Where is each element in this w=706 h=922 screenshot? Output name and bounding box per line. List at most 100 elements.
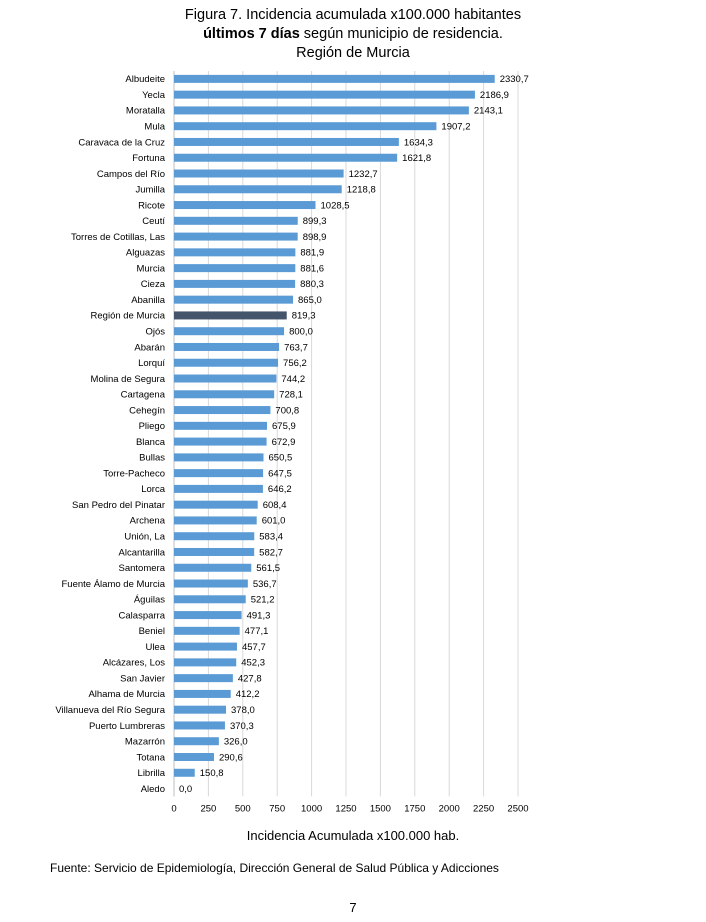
category-label: Ulea <box>145 642 165 653</box>
bar <box>174 122 437 131</box>
data-label: 2143,1 <box>474 106 503 117</box>
data-label: 1634,3 <box>404 137 433 148</box>
x-tick-label: 1750 <box>404 803 425 814</box>
category-label: Lorquí <box>138 358 165 369</box>
category-label: Aledo <box>141 784 165 795</box>
bar <box>174 532 255 541</box>
category-label: Archena <box>130 516 166 527</box>
data-label: 1218,8 <box>347 185 376 196</box>
category-label: Puerto Lumbreras <box>89 721 165 732</box>
chart-title-line2: últimos 7 días según municipio de reside… <box>0 25 706 44</box>
data-label: 646,2 <box>268 484 292 495</box>
category-label: Mula <box>144 121 165 132</box>
bar <box>174 611 242 620</box>
data-label: 412,2 <box>236 689 260 700</box>
data-label: 819,3 <box>292 311 316 322</box>
data-label: 370,3 <box>230 721 254 732</box>
bar <box>174 311 287 320</box>
category-label: Fuente Álamo de Murcia <box>62 579 166 590</box>
bar <box>174 390 275 399</box>
data-label: 608,4 <box>263 500 287 511</box>
x-tick-label: 0 <box>171 803 176 814</box>
category-label: Librilla <box>138 768 166 779</box>
bar <box>174 674 233 683</box>
category-label: San Pedro del Pinatar <box>72 500 165 511</box>
data-label: 2186,9 <box>480 90 509 101</box>
bar <box>174 327 285 336</box>
category-label: Molina de Segura <box>91 374 166 385</box>
bar <box>174 579 248 588</box>
bar <box>174 752 214 761</box>
bar <box>174 721 225 730</box>
x-tick-label: 2500 <box>507 803 528 814</box>
data-label: 326,0 <box>224 737 248 748</box>
category-label: Ricote <box>138 200 165 211</box>
bar <box>174 153 398 162</box>
data-label: 672,9 <box>272 437 296 448</box>
data-label: 477,1 <box>245 626 269 637</box>
category-label: Fortuna <box>132 153 165 164</box>
category-label: Alguazas <box>126 248 165 259</box>
category-label: Región de Murcia <box>91 311 166 322</box>
data-label: 561,5 <box>256 563 280 574</box>
category-label: Mazarrón <box>125 737 165 748</box>
bar <box>174 216 298 225</box>
bar <box>174 279 296 288</box>
data-label: 457,7 <box>242 642 266 653</box>
x-tick-label: 500 <box>235 803 251 814</box>
category-label: Ceutí <box>142 216 165 227</box>
category-label: Blanca <box>136 437 166 448</box>
bar <box>174 563 252 572</box>
bar <box>174 342 280 351</box>
data-label: 378,0 <box>231 705 255 716</box>
data-label: 763,7 <box>284 342 308 353</box>
bar <box>174 374 277 383</box>
data-label: 1028,5 <box>321 200 350 211</box>
data-label: 898,9 <box>303 232 327 243</box>
data-label: 2330,7 <box>500 74 529 85</box>
chart-title-bold-part: últimos 7 días <box>203 26 300 42</box>
bar <box>174 232 298 241</box>
page-number: 7 <box>349 900 357 915</box>
bar <box>174 90 475 99</box>
category-label: Lorca <box>141 484 165 495</box>
bar <box>174 453 264 462</box>
data-label: 150,8 <box>200 768 224 779</box>
x-tick-label: 2250 <box>473 803 494 814</box>
data-label: 800,0 <box>289 327 313 338</box>
category-label: Pliego <box>139 421 165 432</box>
bar <box>174 421 268 430</box>
bar <box>174 595 246 604</box>
bar <box>174 106 469 115</box>
category-label: Cartagena <box>121 390 166 401</box>
category-label: Alhama de Murcia <box>88 689 165 700</box>
category-label: Cieza <box>141 279 166 290</box>
data-label: 536,7 <box>253 579 277 590</box>
bar <box>174 516 257 525</box>
category-label: Jumilla <box>135 185 165 196</box>
category-label: San Javier <box>120 673 165 684</box>
x-tick-label: 250 <box>200 803 216 814</box>
category-label: Murcia <box>136 263 165 274</box>
x-tick-label: 1250 <box>335 803 356 814</box>
bar <box>174 74 495 83</box>
category-label: Torre-Pacheco <box>103 468 165 479</box>
bar <box>174 469 264 478</box>
data-label: 647,5 <box>268 468 292 479</box>
category-label: Campos del Río <box>97 169 165 180</box>
category-label: Totana <box>136 752 165 763</box>
bar <box>174 358 279 367</box>
category-label: Calasparra <box>119 610 166 621</box>
data-label: 452,3 <box>241 658 265 669</box>
source-note: Fuente: Servicio de Epidemiología, Direc… <box>50 861 499 875</box>
bar <box>174 264 296 273</box>
bar <box>174 437 267 446</box>
x-tick-label: 1500 <box>370 803 391 814</box>
x-axis-label: Incidencia Acumulada x100.000 hab. <box>246 828 460 843</box>
data-label: 880,3 <box>300 279 324 290</box>
category-label: Torres de Cotillas, Las <box>71 232 165 243</box>
category-label: Unión, La <box>124 532 165 543</box>
data-label: 865,0 <box>298 295 322 306</box>
bar <box>174 201 316 210</box>
data-label: 1232,7 <box>349 169 378 180</box>
